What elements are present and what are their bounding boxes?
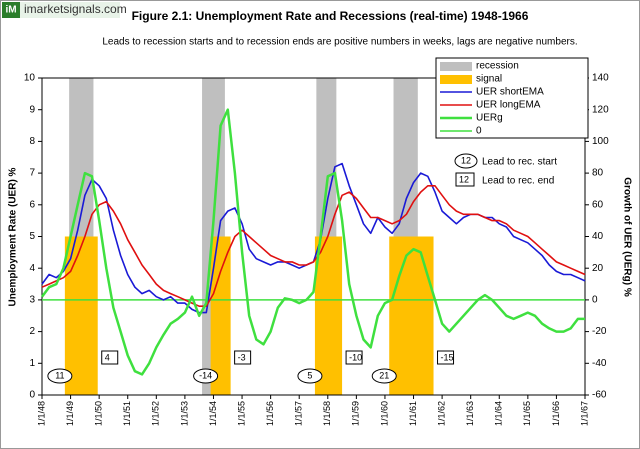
x-tick-label: 1/1/49 <box>65 401 75 426</box>
legend-start-marker <box>454 153 478 169</box>
start-lead-label: -14 <box>199 370 212 380</box>
y-tick-label: 2 <box>29 326 35 337</box>
legend-label: Lead to rec. start <box>482 157 557 168</box>
y2-tick-label: 20 <box>592 263 604 274</box>
watermark-icon: iM <box>5 5 16 16</box>
end-lead-label: -3 <box>238 352 246 362</box>
end-lead-marker <box>345 350 363 365</box>
x-tick-label: 1/1/66 <box>551 401 561 426</box>
signal-bar <box>389 236 434 395</box>
start-lead-label: 11 <box>55 370 64 380</box>
watermark-box <box>20 2 120 18</box>
legend-label: recession <box>476 61 519 72</box>
signal-bar <box>64 236 98 395</box>
legend-end-marker <box>455 172 475 187</box>
watermark: imarketsignals.com <box>24 2 127 16</box>
start-lead-marker <box>193 368 219 384</box>
x-tick-label: 1/1/58 <box>322 401 332 426</box>
legend-label: 0 <box>476 126 482 137</box>
y2-tick-label: 80 <box>592 168 604 179</box>
signal-bar <box>210 236 231 395</box>
start-lead-label: 5 <box>307 370 312 380</box>
x-tick-label: 1/1/60 <box>379 401 389 426</box>
y-tick-label: 0 <box>29 390 35 401</box>
signal-bar <box>314 236 343 395</box>
legend-label: signal <box>476 74 502 85</box>
y2-tick-label: 60 <box>592 199 604 210</box>
x-tick-label: 1/1/61 <box>408 401 418 426</box>
end-lead-label: -10 <box>349 352 362 362</box>
y-tick-label: 7 <box>29 168 35 179</box>
y-tick-label: 6 <box>29 199 35 210</box>
y-tick-label: 10 <box>24 73 36 84</box>
end-lead-label: 4 <box>105 352 110 362</box>
x-tick-label: 1/1/52 <box>151 401 161 426</box>
y2-tick-label: 0 <box>592 295 598 306</box>
end-lead-marker <box>101 350 119 365</box>
x-tick-label: 1/1/65 <box>522 401 532 426</box>
x-tick-label: 1/1/62 <box>436 401 446 426</box>
legend-end-sample: 12 <box>459 174 469 184</box>
legend-swatch <box>440 62 472 71</box>
y2-tick-label: 140 <box>592 73 609 84</box>
y-tick-label: 5 <box>29 231 35 242</box>
x-tick-label: 1/1/59 <box>351 401 361 426</box>
x-tick-label: 1/1/67 <box>579 401 589 426</box>
start-lead-marker <box>371 368 397 384</box>
y2-tick-label: -40 <box>592 358 607 369</box>
x-tick-label: 1/1/64 <box>494 401 504 426</box>
chart-title: Figure 2.1: Unemployment Rate and Recess… <box>132 9 529 23</box>
series-line <box>40 108 585 376</box>
y-tick-label: 9 <box>29 104 35 115</box>
start-lead-marker <box>297 368 323 384</box>
start-lead-label: 21 <box>379 370 389 380</box>
x-tick-label: 1/1/50 <box>94 401 104 426</box>
x-tick-label: 1/1/54 <box>208 401 218 426</box>
y2-axis-title: Growth of UER (UERg) % <box>621 177 632 297</box>
x-tick-label: 1/1/48 <box>36 401 46 426</box>
y2-tick-label: -20 <box>592 326 607 337</box>
y2-tick-label: -60 <box>592 390 607 401</box>
x-tick-label: 1/1/53 <box>179 401 189 426</box>
chart-subtitle: Leads to recession starts and to recessi… <box>102 37 577 48</box>
x-tick-label: 1/1/63 <box>465 401 475 426</box>
y-tick-label: 4 <box>29 263 35 274</box>
legend-start-sample: 12 <box>461 155 471 165</box>
y2-tick-label: 100 <box>592 136 609 147</box>
start-lead-marker <box>47 368 73 384</box>
y-tick-label: 1 <box>29 358 35 369</box>
end-lead-label: -15 <box>441 352 454 362</box>
x-tick-label: 1/1/55 <box>236 401 246 426</box>
y-tick-label: 3 <box>29 295 35 306</box>
x-tick-label: 1/1/56 <box>265 401 275 426</box>
y2-tick-label: 120 <box>592 104 609 115</box>
legend-label: UERg <box>476 113 503 124</box>
legend-swatch <box>440 75 472 84</box>
y-axis-title: Unemployment Rate (UER) % <box>8 167 19 306</box>
x-tick-label: 1/1/57 <box>294 401 304 426</box>
y-tick-label: 8 <box>29 136 35 147</box>
end-lead-marker <box>234 350 252 365</box>
y2-tick-label: 40 <box>592 231 604 242</box>
legend-label: UER shortEMA <box>476 87 544 98</box>
series-line <box>41 185 586 307</box>
x-tick-label: 1/1/51 <box>122 401 132 426</box>
legend-box <box>435 57 589 139</box>
legend-label: Lead to rec. end <box>482 176 554 187</box>
legend-label: UER longEMA <box>476 100 541 111</box>
watermark-icon-box <box>2 2 20 18</box>
end-lead-marker <box>437 350 455 365</box>
